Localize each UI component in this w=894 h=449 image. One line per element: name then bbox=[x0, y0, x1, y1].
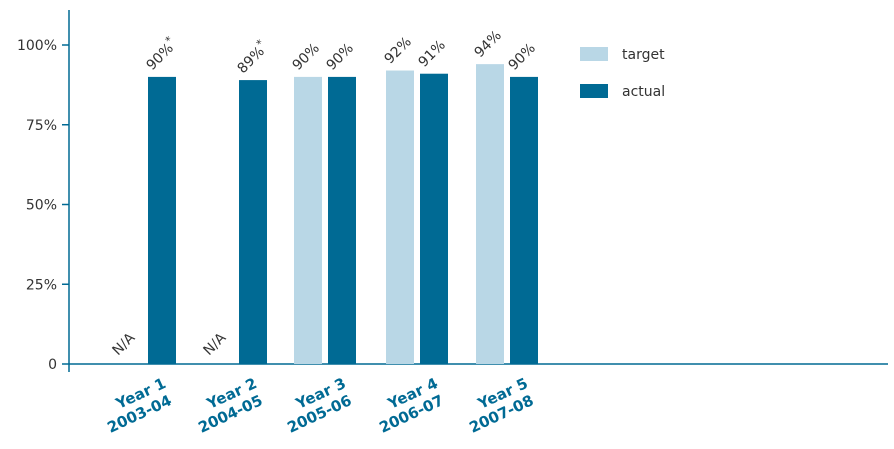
bar-actual bbox=[148, 76, 176, 365]
bar-data-label: 91% bbox=[416, 37, 449, 70]
bar-actual bbox=[510, 76, 538, 365]
y-axis-ticks: 0 25% 50% 75% 100% bbox=[17, 38, 69, 373]
legend-label-actual: actual bbox=[622, 84, 665, 100]
bars bbox=[148, 64, 538, 365]
bar-actual bbox=[420, 73, 448, 365]
y-tick-label: 75% bbox=[26, 118, 57, 134]
bar-target bbox=[386, 70, 414, 365]
legend: target actual bbox=[580, 47, 665, 100]
legend-label-target: target bbox=[622, 47, 665, 63]
category-label: Year 42006-07 bbox=[369, 374, 448, 437]
bar-target bbox=[476, 64, 504, 364]
x-axis-labels: Year 12003-04 Year 22004-05 Year 32005-06 Y… bbox=[97, 374, 538, 437]
bar-data-label: 92% bbox=[382, 34, 415, 67]
bar-data-label: 94% bbox=[472, 28, 505, 61]
legend-swatch-target bbox=[580, 47, 608, 61]
bar-data-label: 90% bbox=[324, 40, 357, 73]
category-label: Year 52007-08 bbox=[459, 374, 538, 437]
legend-swatch-actual bbox=[580, 84, 608, 98]
y-tick-label: 100% bbox=[17, 38, 57, 54]
bar-data-label: 90% bbox=[290, 40, 323, 73]
bar-data-label: N/A bbox=[201, 330, 230, 359]
bar-actual bbox=[239, 80, 267, 364]
category-label: Year 32005-06 bbox=[277, 374, 356, 437]
category-label: Year 12003-04 bbox=[97, 374, 176, 437]
bar-actual bbox=[328, 76, 356, 365]
bar-labels: N/A N/A 90% 92% 94% 90%* 89%* 90% 91% 90% bbox=[110, 28, 539, 359]
bar-data-label: 90%* bbox=[141, 33, 181, 73]
y-tick-label: 0 bbox=[48, 357, 57, 373]
bar-data-label: 89%* bbox=[232, 37, 272, 77]
bar-data-label: 90% bbox=[506, 40, 539, 73]
category-label: Year 22004-05 bbox=[188, 374, 267, 437]
bar-target bbox=[294, 76, 322, 365]
bar-data-label: N/A bbox=[110, 330, 139, 359]
y-tick-label: 25% bbox=[26, 277, 57, 293]
y-tick-label: 50% bbox=[26, 198, 57, 214]
